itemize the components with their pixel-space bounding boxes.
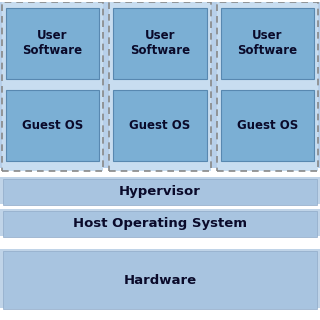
Bar (221, 8, 314, 79)
Bar (0, 205, 320, 209)
Bar (3, 179, 317, 205)
Bar (3, 251, 317, 309)
Text: Guest OS: Guest OS (237, 119, 298, 132)
Text: Host Operating System: Host Operating System (73, 218, 247, 230)
Bar (0, 208, 320, 240)
Text: User
Software: User Software (22, 29, 83, 57)
Bar (0, 245, 320, 249)
Bar (217, 2, 318, 171)
Text: Hypervisor: Hypervisor (119, 186, 201, 198)
Text: User
Software: User Software (237, 29, 298, 57)
Bar (113, 90, 207, 161)
Bar (0, 0, 320, 2)
Bar (109, 2, 211, 171)
Text: Hardware: Hardware (124, 274, 196, 286)
Bar (221, 90, 314, 161)
Text: Guest OS: Guest OS (129, 119, 191, 132)
Bar (0, 236, 320, 240)
Bar (0, 248, 320, 312)
Bar (0, 2, 320, 171)
Bar (0, 168, 320, 176)
Bar (2, 2, 103, 171)
Bar (0, 173, 320, 177)
Bar (6, 90, 99, 161)
Text: User
Software: User Software (130, 29, 190, 57)
Text: Guest OS: Guest OS (22, 119, 83, 132)
Bar (0, 176, 320, 208)
Bar (3, 211, 317, 237)
Bar (0, 308, 320, 312)
Bar (6, 8, 99, 79)
Bar (0, 204, 320, 208)
Bar (113, 8, 207, 79)
